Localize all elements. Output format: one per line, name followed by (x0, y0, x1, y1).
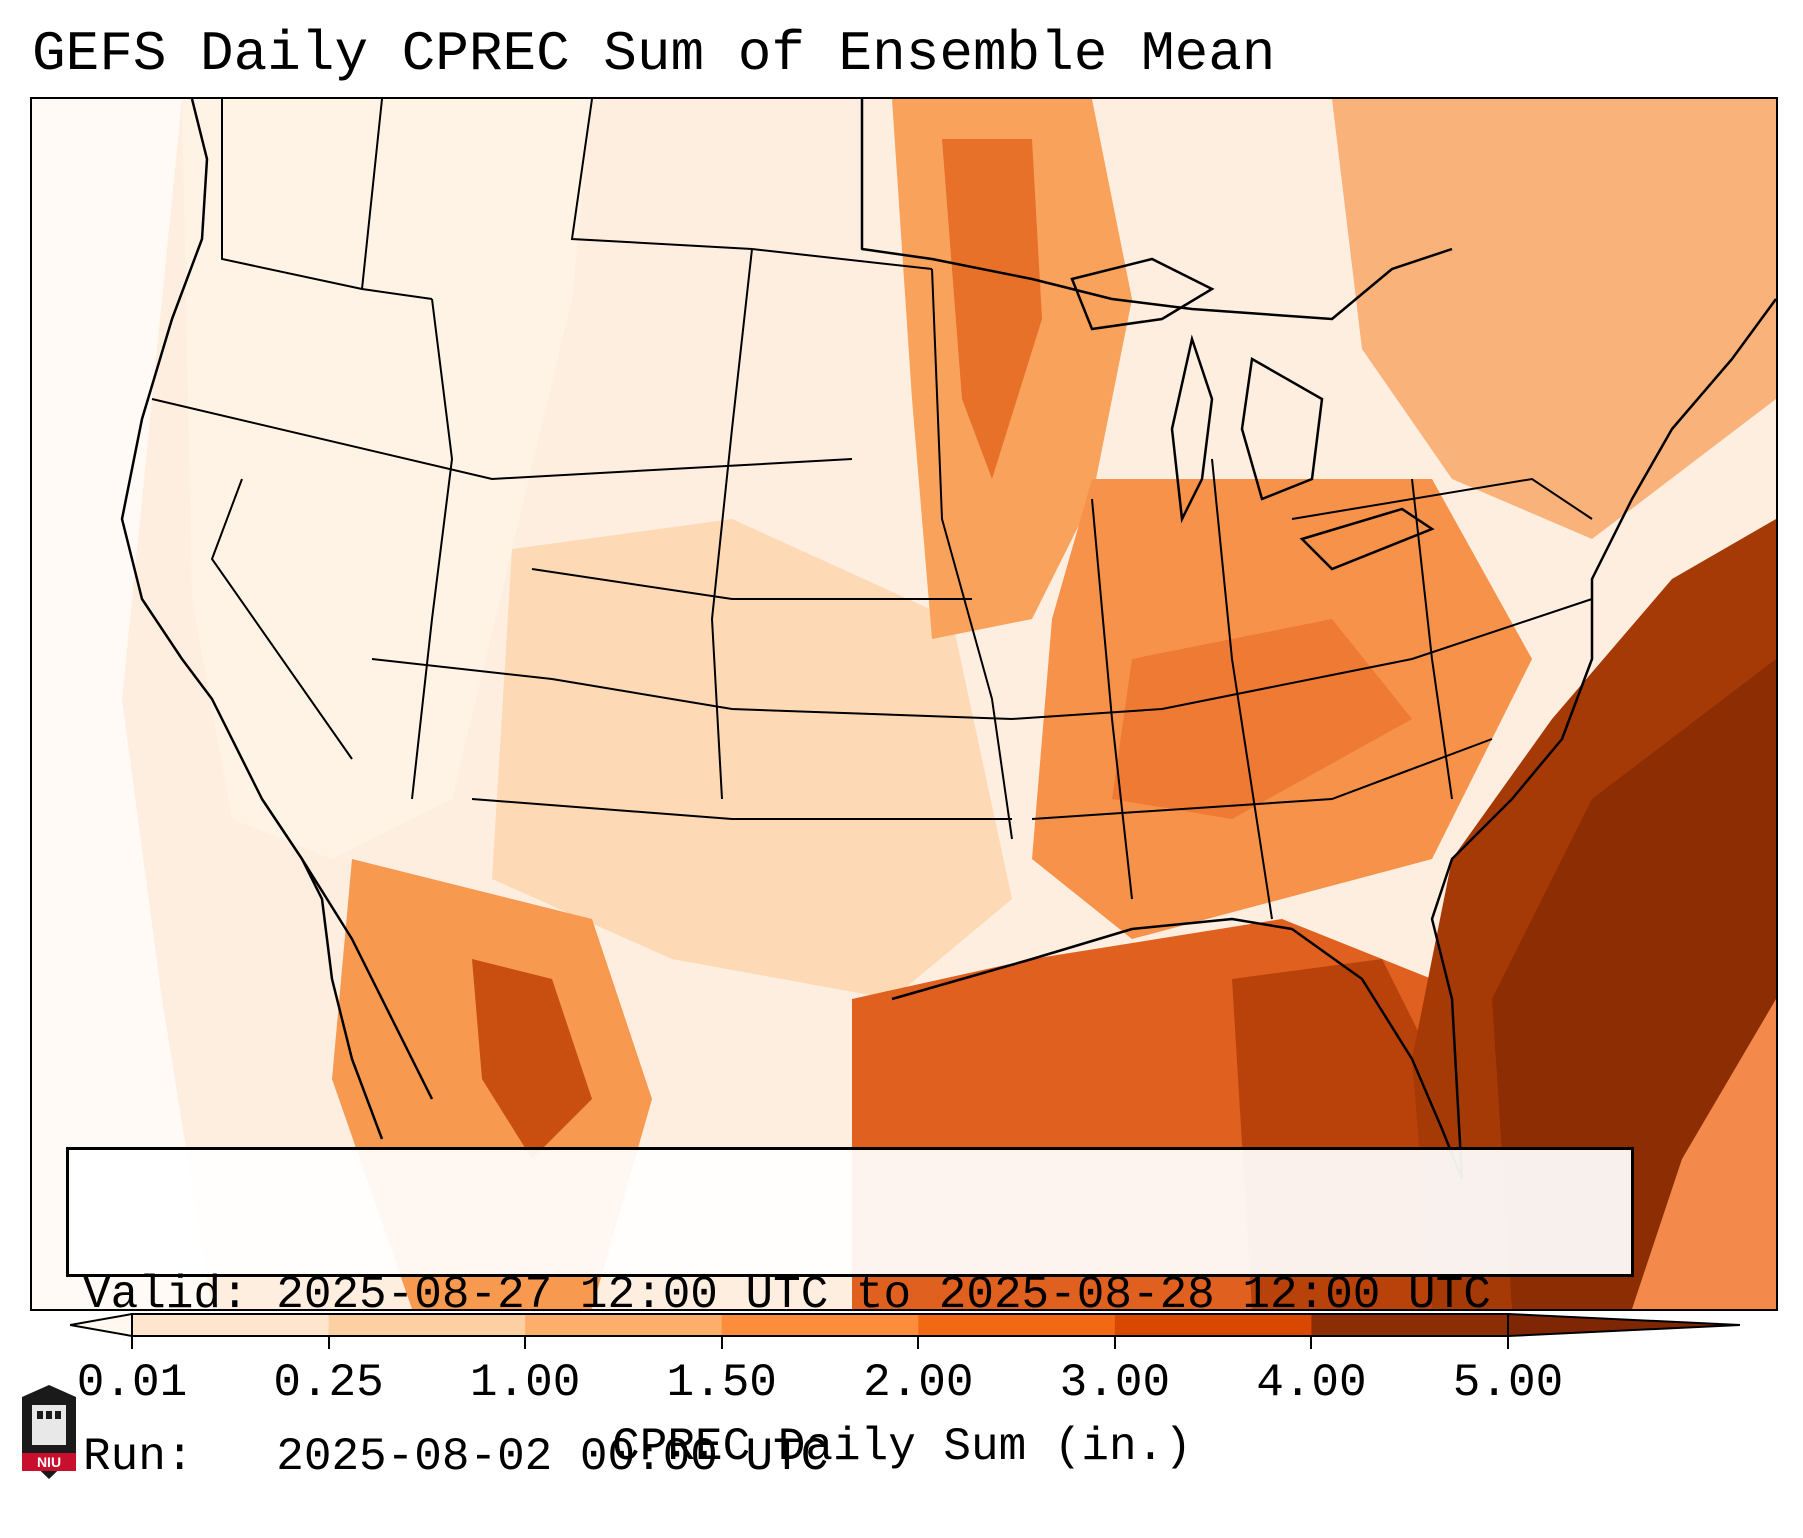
state-line-9 (531, 568, 972, 600)
west-coastline (120, 99, 434, 1100)
great-lakes (1070, 257, 1435, 571)
state-line-12 (1011, 598, 1593, 720)
colorbar-over-arrow (1507, 1313, 1740, 1337)
colorbar-tick-mark (1113, 1337, 1116, 1349)
precip-region-sierra-madre-core (472, 959, 592, 1159)
colorbar-tick-mark (524, 1337, 527, 1349)
state-line-17 (1291, 477, 1593, 520)
state-boundaries (151, 99, 1593, 920)
colorbar-tick-mark (917, 1337, 920, 1349)
colorbar-segment (918, 1314, 1116, 1336)
precip-region-minnesota-core (942, 139, 1042, 479)
colorbar-segment (721, 1314, 919, 1336)
colorbar-segment (525, 1314, 723, 1336)
colorbar-tick-mark (720, 1337, 723, 1349)
state-line-3 (361, 99, 383, 290)
colorbar-tick-mark (1310, 1337, 1313, 1349)
coastlines (120, 99, 1776, 1180)
precip-region-northeast (1332, 99, 1776, 539)
state-line-4 (210, 478, 353, 760)
colorbar-under-arrow (70, 1313, 133, 1337)
colorbar-tick-label: 0.25 (273, 1357, 384, 1409)
colorbar (70, 1313, 1740, 1337)
colorbar-tick-label: 1.00 (469, 1357, 581, 1409)
run-time-line: Run: 2025-08-02 00:00 UTC (83, 1431, 829, 1483)
lake-superior (1070, 257, 1215, 331)
colorbar-tick-label: 4.00 (1256, 1357, 1367, 1409)
state-line-14 (1211, 458, 1273, 920)
colorbar-tick-label: 1.50 (666, 1357, 777, 1409)
colorbar-segment (132, 1314, 330, 1336)
logo-window (46, 1411, 52, 1419)
state-line-7 (710, 248, 753, 800)
state-line-10 (471, 798, 1012, 820)
colorbar-tick-mark (1507, 1337, 1509, 1349)
precipitation-map[interactable] (30, 97, 1778, 1311)
precip-region-caribbean (1632, 999, 1776, 1309)
lake-michigan (1170, 334, 1214, 524)
colorbar-segment (328, 1314, 526, 1336)
state-line-16 (1411, 478, 1453, 800)
valid-time-line: Valid: 2025-08-27 12:00 UTC to 2025-08-2… (83, 1269, 1491, 1321)
state-line-11 (931, 268, 1013, 840)
state-line-15 (1031, 738, 1493, 820)
niu-logo: NIU (22, 1385, 76, 1479)
baja-coastline (300, 858, 384, 1140)
state-line-5 (411, 298, 454, 800)
precip-region-tennessee (1112, 619, 1412, 819)
precip-region-southern-plains (492, 519, 1012, 999)
logo-window (37, 1411, 43, 1419)
gulf-coastline (891, 917, 1464, 1180)
colorbar-tick-mark (327, 1337, 330, 1349)
colorbar-tick-label: 5.00 (1452, 1357, 1564, 1409)
colorbar-tick-label: 0.01 (76, 1357, 188, 1409)
state-line-2 (221, 99, 433, 300)
map-title: GEFS Daily CPREC Sum of Ensemble Mean (32, 22, 1276, 86)
lake-huron (1240, 357, 1324, 501)
colorbar-tick-mark (131, 1337, 133, 1349)
state-line-6 (570, 99, 933, 270)
state-line-13 (1091, 498, 1133, 900)
colorbar-segment (1114, 1314, 1312, 1336)
lake-erie (1299, 507, 1435, 571)
colorbar-tick-label: 2.00 (863, 1357, 974, 1409)
precip-region-great-basin (182, 99, 592, 859)
state-line-1 (151, 398, 853, 481)
atlantic-coastline (1430, 298, 1776, 1180)
validity-info-box: Valid: 2025-08-27 12:00 UTC to 2025-08-2… (66, 1147, 1634, 1483)
logo-banner (22, 1453, 76, 1471)
precip-region-west-pacific (32, 99, 212, 1309)
state-line-8 (371, 658, 1013, 720)
logo-text: NIU (37, 1454, 61, 1470)
colorbar-segment (1311, 1314, 1509, 1336)
logo-window (55, 1411, 61, 1419)
colorbar-label: CPREC Daily Sum (in.) (612, 1421, 1192, 1473)
canada-border (860, 99, 1453, 321)
colorbar-tick-label: 3.00 (1059, 1357, 1171, 1409)
